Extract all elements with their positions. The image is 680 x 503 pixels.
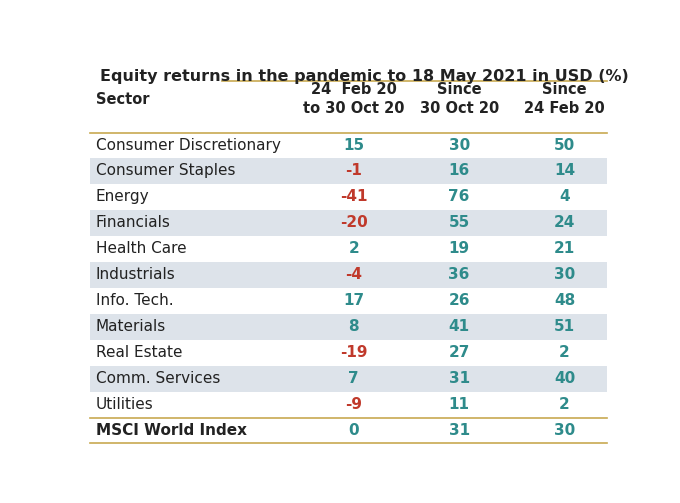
Text: 76: 76 [449, 190, 470, 204]
Text: -19: -19 [340, 346, 367, 360]
Bar [90, 314, 607, 340]
Text: Utilities: Utilities [95, 397, 153, 412]
Text: -1: -1 [345, 163, 362, 179]
Text: Since
30 Oct 20: Since 30 Oct 20 [420, 81, 499, 117]
Text: 31: 31 [449, 424, 470, 438]
Text: Energy: Energy [95, 190, 149, 204]
Text: 41: 41 [449, 319, 470, 334]
Text: 16: 16 [449, 163, 470, 179]
Text: 30: 30 [449, 137, 470, 152]
Text: Materials: Materials [95, 319, 166, 334]
Text: 2: 2 [559, 346, 570, 360]
Text: Comm. Services: Comm. Services [95, 371, 220, 386]
Bar [90, 262, 607, 288]
Text: 24: 24 [554, 215, 575, 230]
Text: 30: 30 [554, 268, 575, 282]
Text: 14: 14 [554, 163, 575, 179]
Text: Consumer Discretionary: Consumer Discretionary [95, 137, 280, 152]
Text: 30: 30 [554, 424, 575, 438]
Text: 8: 8 [348, 319, 359, 334]
Text: 27: 27 [449, 346, 470, 360]
Text: 0: 0 [348, 424, 359, 438]
Text: 55: 55 [449, 215, 470, 230]
Text: Real Estate: Real Estate [95, 346, 182, 360]
Text: Consumer Staples: Consumer Staples [95, 163, 235, 179]
Text: 51: 51 [554, 319, 575, 334]
Bar [90, 210, 607, 236]
Text: 7: 7 [348, 371, 359, 386]
Bar [90, 366, 607, 392]
Text: 11: 11 [449, 397, 470, 412]
Text: 2: 2 [348, 241, 359, 257]
Text: -41: -41 [340, 190, 367, 204]
Text: 2: 2 [559, 397, 570, 412]
Text: 19: 19 [449, 241, 470, 257]
Text: 21: 21 [554, 241, 575, 257]
Text: Since
24 Feb 20: Since 24 Feb 20 [524, 81, 605, 117]
Text: 4: 4 [559, 190, 570, 204]
Text: Financials: Financials [95, 215, 171, 230]
Text: Equity returns in the pandemic to 18 May 2021 in USD (%): Equity returns in the pandemic to 18 May… [100, 69, 629, 84]
Text: 24  Feb 20
to 30 Oct 20: 24 Feb 20 to 30 Oct 20 [303, 81, 405, 117]
Text: 40: 40 [554, 371, 575, 386]
Text: 36: 36 [449, 268, 470, 282]
Bar [90, 158, 607, 184]
Text: 48: 48 [554, 293, 575, 308]
Text: 17: 17 [343, 293, 364, 308]
Text: -9: -9 [345, 397, 362, 412]
Text: 31: 31 [449, 371, 470, 386]
Text: Info. Tech.: Info. Tech. [95, 293, 173, 308]
Text: 26: 26 [448, 293, 470, 308]
Text: Sector: Sector [95, 92, 149, 107]
Text: MSCI World Index: MSCI World Index [95, 424, 247, 438]
Text: Health Care: Health Care [95, 241, 186, 257]
Text: 50: 50 [554, 137, 575, 152]
Text: -4: -4 [345, 268, 362, 282]
Text: 15: 15 [343, 137, 364, 152]
Text: -20: -20 [340, 215, 368, 230]
Text: Industrials: Industrials [95, 268, 175, 282]
